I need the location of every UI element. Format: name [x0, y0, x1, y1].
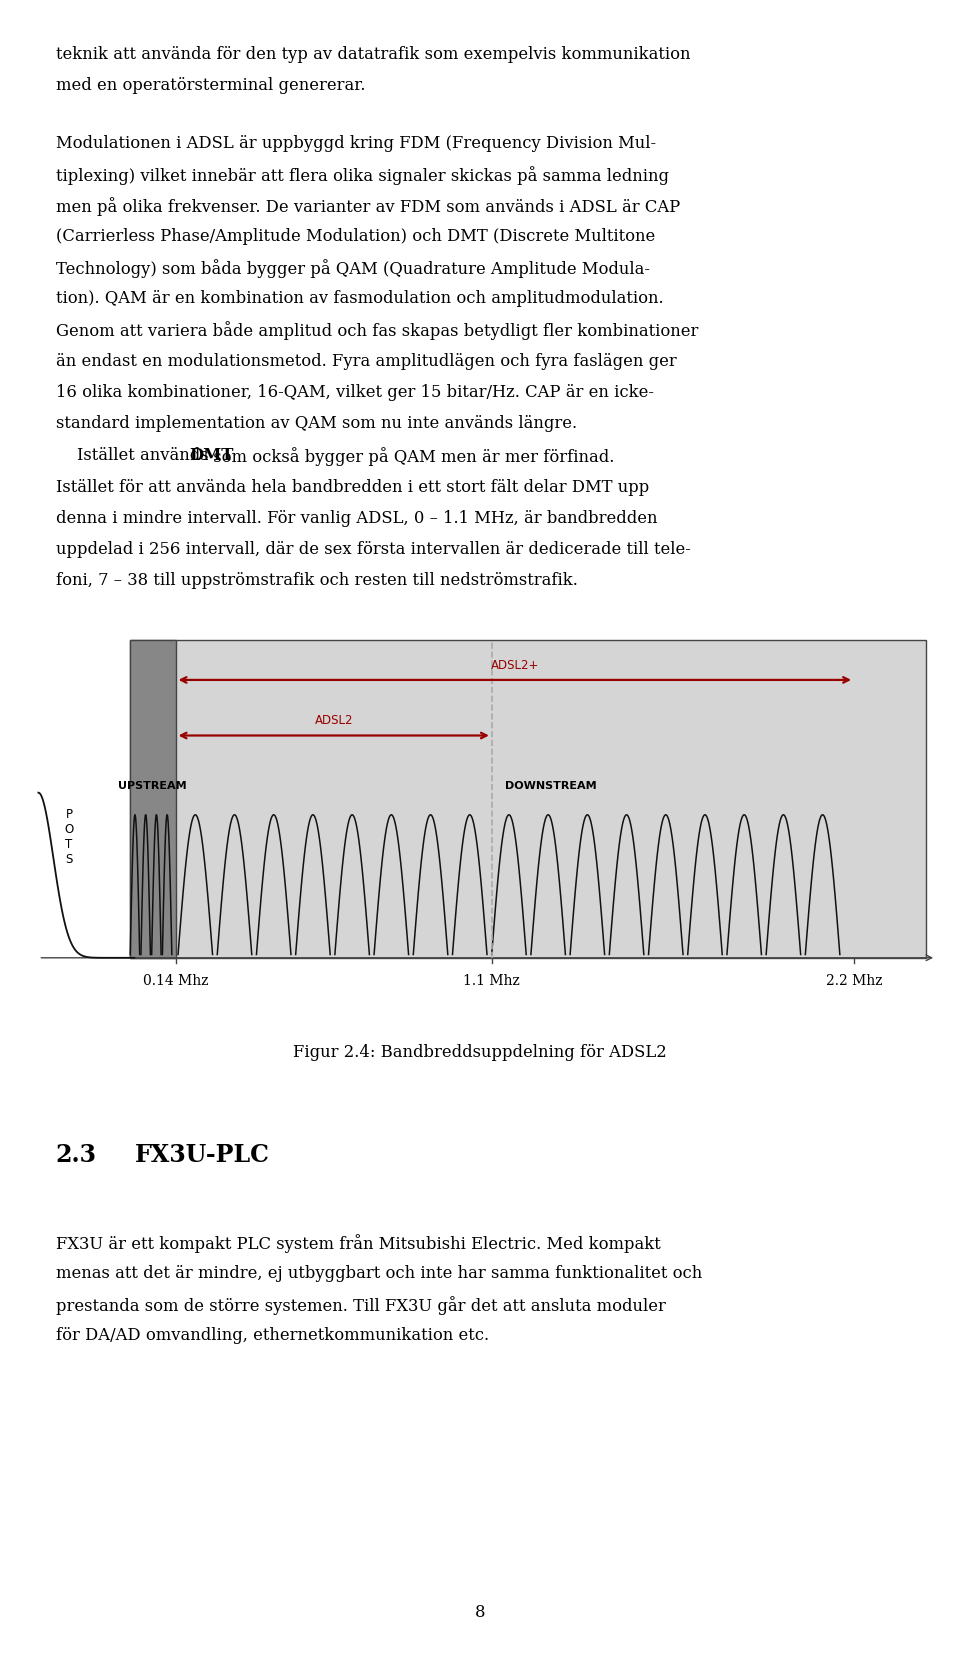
Text: P
O
T
S: P O T S — [64, 809, 74, 867]
Bar — [130, 640, 926, 958]
Text: prestanda som de större systemen. Till FX3U går det att ansluta moduler: prestanda som de större systemen. Till F… — [56, 1297, 665, 1315]
Text: Figur 2.4: Bandbreddsuppdelning för ADSL2: Figur 2.4: Bandbreddsuppdelning för ADSL… — [293, 1044, 667, 1060]
Text: tiplexing) vilket innebär att flera olika signaler skickas på samma ledning: tiplexing) vilket innebär att flera olik… — [56, 165, 669, 185]
Bar — [130, 640, 176, 958]
Text: denna i mindre intervall. För vanlig ADSL, 0 – 1.1 MHz, är bandbredden: denna i mindre intervall. För vanlig ADS… — [56, 509, 658, 526]
Text: som också bygger på QAM men är mer förfinad.: som också bygger på QAM men är mer förfi… — [208, 448, 614, 466]
Text: Genom att variera både amplitud och fas skapas betydligt fler kombinationer: Genom att variera både amplitud och fas … — [56, 321, 698, 341]
Text: FX3U är ett kompakt PLC system från Mitsubishi Electric. Med kompakt: FX3U är ett kompakt PLC system från Mits… — [56, 1234, 660, 1254]
Text: med en operatörsterminal genererar.: med en operatörsterminal genererar. — [56, 78, 365, 94]
Text: foni, 7 – 38 till uppströmstrafik och resten till nedströmstrafik.: foni, 7 – 38 till uppströmstrafik och re… — [56, 572, 578, 589]
Text: teknik att använda för den typ av datatrafik som exempelvis kommunikation: teknik att använda för den typ av datatr… — [56, 46, 690, 63]
Text: DMT: DMT — [189, 448, 233, 465]
Text: men på olika frekvenser. De varianter av FDM som används i ADSL är CAP: men på olika frekvenser. De varianter av… — [56, 197, 680, 217]
Text: Istället för att använda hela bandbredden i ett stort fält delar DMT upp: Istället för att använda hela bandbredde… — [56, 478, 649, 496]
Text: uppdelad i 256 intervall, där de sex första intervallen är dedicerade till tele-: uppdelad i 256 intervall, där de sex för… — [56, 541, 690, 557]
Text: 1.1 Mhz: 1.1 Mhz — [464, 974, 520, 989]
Text: 0.14 Mhz: 0.14 Mhz — [143, 974, 208, 989]
Text: tion). QAM är en kombination av fasmodulation och amplitudmodulation.: tion). QAM är en kombination av fasmodul… — [56, 291, 663, 308]
Text: 2.2 Mhz: 2.2 Mhz — [826, 974, 882, 989]
Text: 8: 8 — [475, 1604, 485, 1621]
Text: för DA/AD omvandling, ethernetkommunikation etc.: för DA/AD omvandling, ethernetkommunikat… — [56, 1327, 489, 1345]
Text: 16 olika kombinationer, 16-QAM, vilket ger 15 bitar/Hz. CAP är en icke-: 16 olika kombinationer, 16-QAM, vilket g… — [56, 384, 654, 400]
Text: ADSL2: ADSL2 — [315, 715, 353, 728]
Text: menas att det är mindre, ej utbyggbart och inte har samma funktionalitet och: menas att det är mindre, ej utbyggbart o… — [56, 1265, 702, 1282]
Text: (Carrierless Phase/Amplitude Modulation) och DMT (Discrete Multitone: (Carrierless Phase/Amplitude Modulation)… — [56, 228, 655, 245]
Text: ADSL2+: ADSL2+ — [491, 658, 539, 672]
Text: UPSTREAM: UPSTREAM — [118, 781, 187, 791]
Text: DOWNSTREAM: DOWNSTREAM — [505, 781, 597, 791]
Text: FX3U-PLC: FX3U-PLC — [134, 1143, 269, 1168]
Text: 2.3: 2.3 — [56, 1143, 97, 1168]
Text: Modulationen i ADSL är uppbyggd kring FDM (Frequency Division Mul-: Modulationen i ADSL är uppbyggd kring FD… — [56, 136, 656, 152]
Text: Technology) som båda bygger på QAM (Quadrature Amplitude Modula-: Technology) som båda bygger på QAM (Quad… — [56, 260, 650, 278]
Text: Istället används: Istället används — [56, 448, 213, 465]
Text: än endast en modulationsmetod. Fyra amplitudlägen och fyra faslägen ger: än endast en modulationsmetod. Fyra ampl… — [56, 352, 677, 369]
Text: standard implementation av QAM som nu inte används längre.: standard implementation av QAM som nu in… — [56, 415, 577, 432]
